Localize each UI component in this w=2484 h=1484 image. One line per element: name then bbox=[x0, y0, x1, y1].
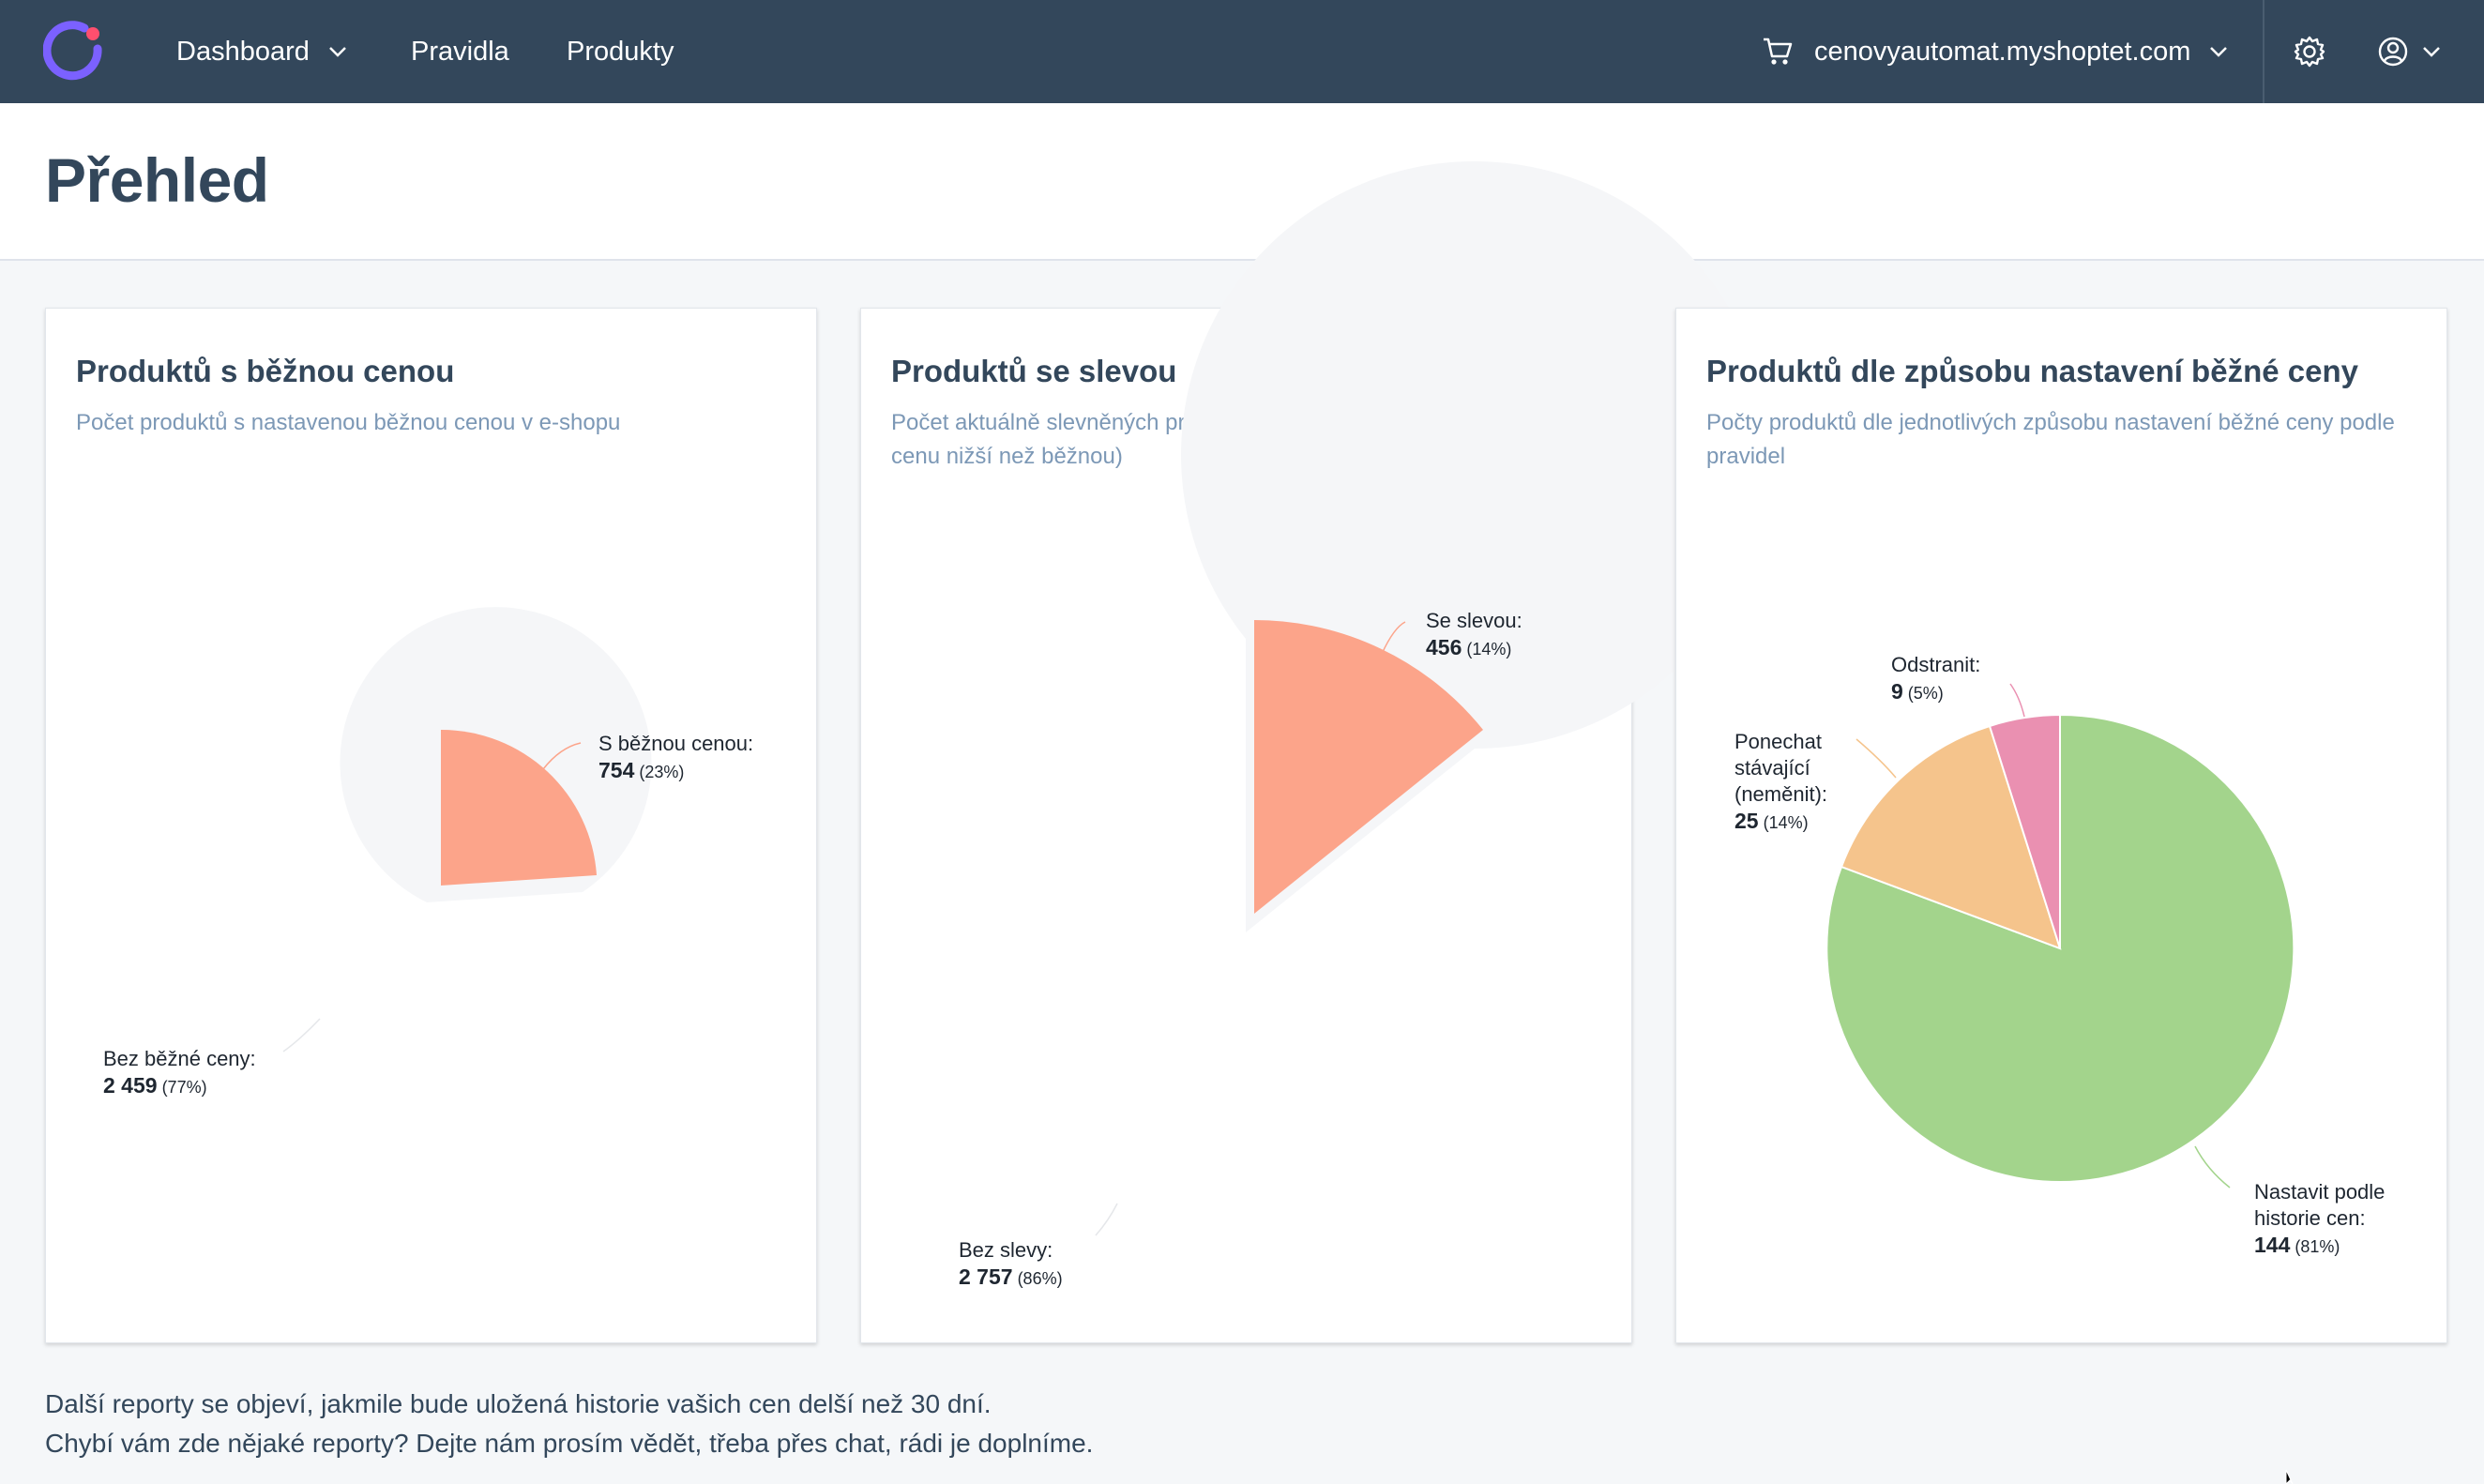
pie-label-bez-slevy: Bez slevy: 2 757 (86%) bbox=[959, 1237, 1063, 1292]
page-title: Přehled bbox=[45, 145, 269, 215]
leader-line bbox=[1855, 738, 1897, 779]
leader-line bbox=[1381, 621, 1406, 655]
card-regular-price: Produktů s běžnou cenou Počet produktů s… bbox=[45, 308, 817, 1343]
slice-value: 456 bbox=[1426, 635, 1462, 659]
slice-label: Nastavit podle historie cen: bbox=[2254, 1180, 2386, 1230]
slice-percent: (86%) bbox=[1017, 1269, 1063, 1288]
pie-chart-discounted bbox=[1095, 160, 1769, 1236]
card-subtitle: Počty produktů dle jednotlivých způsobu … bbox=[1706, 410, 2395, 469]
pie-slice-odstranit[interactable] bbox=[1988, 713, 2061, 949]
slice-value: 9 bbox=[1891, 679, 1903, 704]
slice-value: 144 bbox=[2254, 1233, 2291, 1257]
leader-line bbox=[1095, 1203, 1118, 1236]
nav-produkty[interactable]: Produkty bbox=[567, 36, 674, 67]
pie-label-nastavit-podle-historie: Nastavit podle historie cen: 144 (81%) bbox=[2254, 1179, 2404, 1260]
slice-label: Odstranit: bbox=[1891, 653, 1981, 676]
nav-pravidla[interactable]: Pravidla bbox=[411, 36, 509, 67]
logo-icon[interactable] bbox=[43, 21, 105, 83]
pie-slice-ponechat-stavajici[interactable] bbox=[1840, 724, 2062, 950]
slice-label: S běžnou cenou: bbox=[598, 732, 754, 755]
slice-value: 25 bbox=[1734, 809, 1759, 833]
mouse-cursor-icon bbox=[2285, 1469, 2294, 1484]
slice-label: Bez běžné ceny: bbox=[103, 1047, 256, 1070]
slice-label: Ponechat stávající (neměnit): bbox=[1734, 730, 1828, 806]
leader-line bbox=[282, 1018, 321, 1052]
chevron-down-icon bbox=[2209, 46, 2228, 57]
pie-label-ponechat-stavajici: Ponechat stávající (neměnit): 25 (14%) bbox=[1734, 729, 1856, 836]
slice-percent: (23%) bbox=[639, 763, 685, 781]
pie-label-bez-bezne-ceny: Bez běžné ceny: 2 459 (77%) bbox=[103, 1046, 256, 1100]
slice-value: 2 459 bbox=[103, 1073, 158, 1098]
slice-value: 2 757 bbox=[959, 1264, 1013, 1289]
footer-note-reports: Další reporty se objeví, jakmile bude ul… bbox=[45, 1389, 992, 1418]
pie-chart-regular-price bbox=[282, 607, 652, 1052]
card-discounted: Produktů se slevou Počet aktuálně slevně… bbox=[860, 160, 1769, 1343]
shop-selector[interactable]: cenovyautomat.myshoptet.com bbox=[1762, 0, 2228, 103]
slice-percent: (81%) bbox=[2295, 1237, 2340, 1256]
slice-percent: (5%) bbox=[1907, 684, 1944, 703]
card-title: Produktů s běžnou cenou bbox=[76, 354, 455, 388]
leader-line bbox=[2194, 1145, 2231, 1189]
leader-line bbox=[542, 742, 582, 770]
shop-name: cenovyautomat.myshoptet.com bbox=[1814, 36, 2191, 67]
chevron-down-icon bbox=[328, 46, 347, 57]
card-subtitle: Počet produktů s nastavenou běžnou cenou… bbox=[76, 410, 621, 435]
chevron-down-icon bbox=[2422, 46, 2441, 57]
card-title: Produktů se slevou bbox=[891, 354, 1177, 388]
gear-icon[interactable] bbox=[2292, 34, 2327, 69]
nav-dashboard[interactable]: Dashboard bbox=[176, 0, 347, 103]
user-icon bbox=[2378, 37, 2408, 67]
pie-slice-se-slevou[interactable] bbox=[1254, 620, 1483, 914]
slice-percent: (14%) bbox=[1466, 640, 1512, 659]
page-header: Přehled bbox=[0, 103, 2484, 261]
user-menu[interactable] bbox=[2377, 32, 2441, 71]
top-navigation: Dashboard Pravidla Produkty cenovyautoma… bbox=[0, 0, 2484, 103]
pie-label-s-beznou-cenou: S běžnou cenou: 754 (23%) bbox=[598, 731, 753, 785]
nav-dashboard-label: Dashboard bbox=[176, 36, 310, 67]
footer-note-feedback: Chybí vám zde nějaké reporty? Dejte nám … bbox=[45, 1429, 1094, 1458]
card-title: Produktů dle způsobu nastavení běžné cen… bbox=[1706, 354, 2358, 388]
cart-icon bbox=[1762, 37, 1794, 67]
slice-value: 754 bbox=[598, 758, 635, 782]
slice-percent: (77%) bbox=[161, 1078, 207, 1097]
leader-line bbox=[2009, 683, 2025, 718]
pie-label-se-slevou: Se slevou: 456 (14%) bbox=[1426, 608, 1522, 662]
slice-percent: (14%) bbox=[1763, 813, 1809, 832]
pie-label-odstranit: Odstranit: 9 (5%) bbox=[1891, 652, 1980, 706]
slice-label: Se slevou: bbox=[1426, 609, 1522, 632]
card-price-setting-method: Produktů dle způsobu nastavení běžné cen… bbox=[1675, 308, 2447, 1343]
nav-divider bbox=[2263, 0, 2264, 103]
pie-chart-price-setting-method bbox=[1825, 683, 2295, 1189]
pie-slice-s-beznou-cenou[interactable] bbox=[441, 729, 597, 886]
slice-label: Bez slevy: bbox=[959, 1238, 1053, 1262]
